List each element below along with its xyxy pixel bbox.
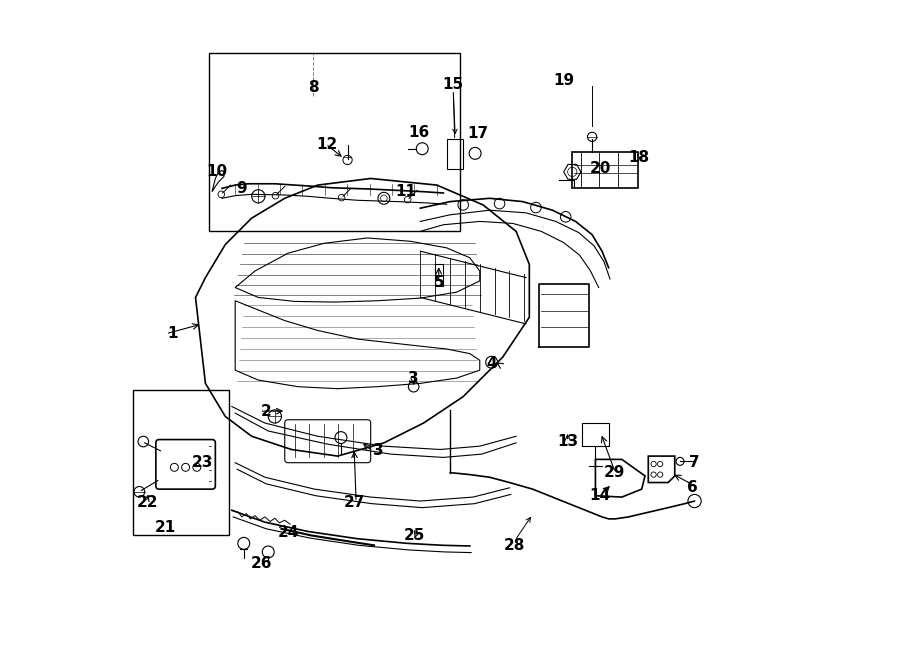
Text: 2: 2: [261, 404, 272, 418]
Text: 27: 27: [344, 495, 365, 510]
Text: 10: 10: [206, 165, 227, 179]
Text: 1: 1: [167, 327, 177, 341]
Text: 12: 12: [317, 137, 338, 151]
Text: 18: 18: [628, 150, 650, 165]
Text: 17: 17: [467, 126, 489, 141]
Text: 13: 13: [557, 434, 578, 449]
Text: 24: 24: [278, 525, 300, 539]
Text: 19: 19: [554, 73, 574, 88]
Text: 9: 9: [236, 181, 247, 196]
Text: 22: 22: [136, 495, 158, 510]
Text: 4: 4: [486, 356, 497, 371]
Text: 29: 29: [603, 465, 625, 480]
Text: 25: 25: [404, 528, 425, 543]
Text: 3: 3: [409, 371, 419, 385]
Text: 8: 8: [308, 81, 319, 95]
Text: 26: 26: [251, 556, 273, 570]
Text: 23: 23: [192, 455, 212, 470]
Text: 11: 11: [396, 184, 417, 199]
Text: 16: 16: [409, 125, 429, 139]
Text: 3: 3: [374, 444, 384, 458]
Text: 21: 21: [155, 520, 176, 535]
Text: 28: 28: [504, 538, 526, 553]
Text: 7: 7: [689, 455, 700, 470]
Text: 5: 5: [434, 276, 444, 290]
Text: 20: 20: [590, 161, 611, 176]
Text: 6: 6: [687, 481, 698, 495]
Text: 14: 14: [590, 488, 610, 503]
Text: 15: 15: [443, 77, 464, 92]
